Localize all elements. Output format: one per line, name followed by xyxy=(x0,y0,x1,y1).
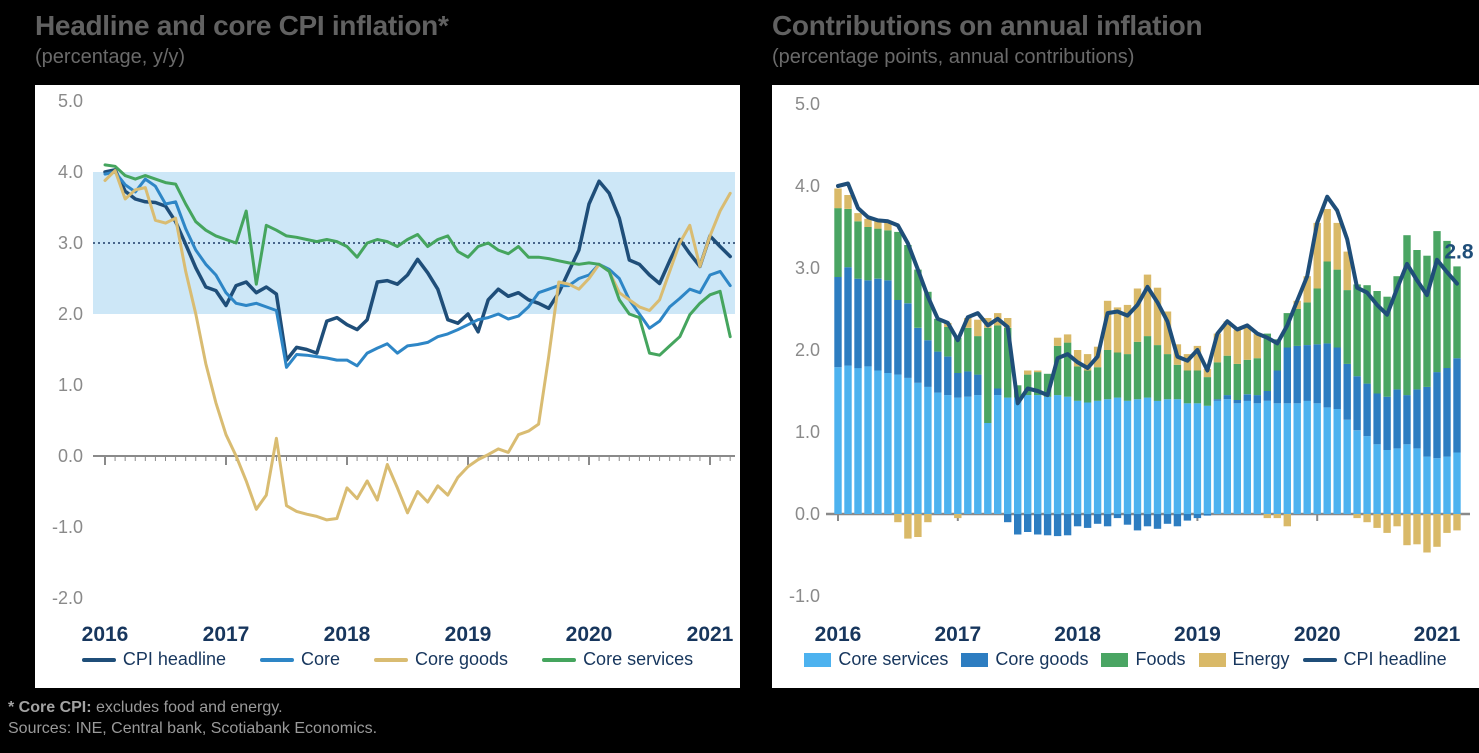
right-chart-panel: 2016 2017 2018 2019 2020 2021 5.0 4.0 3.0 2.0 1.0 0… xyxy=(772,85,1479,688)
right-chart-subtitle: (percentage points, annual contributions… xyxy=(772,46,1135,68)
left-chart-header: Headline and core CPI inflation* (percen… xyxy=(35,10,449,69)
svg-text:2017: 2017 xyxy=(934,623,981,646)
end-value-label: 2.8 xyxy=(1444,240,1474,263)
svg-text:2016: 2016 xyxy=(82,623,129,646)
legend-label: Core goods xyxy=(995,649,1089,669)
svg-text:2019: 2019 xyxy=(1174,623,1221,646)
svg-text:2016: 2016 xyxy=(815,623,862,646)
svg-text:1.0: 1.0 xyxy=(795,422,820,442)
legend-label: CPI headline xyxy=(122,649,226,669)
footnote-core-cpi: * Core CPI: excludes food and energy. xyxy=(8,699,283,716)
svg-text:-2.0: -2.0 xyxy=(52,588,83,608)
svg-text:3.0: 3.0 xyxy=(58,233,83,253)
bar-swatch xyxy=(1198,652,1226,667)
svg-text:0.0: 0.0 xyxy=(795,504,820,524)
legend-label: Core goods xyxy=(415,649,509,669)
legend-item-cpi-headline: CPI headline xyxy=(81,649,226,670)
line-swatch xyxy=(374,657,408,662)
legend-label: Core services xyxy=(838,649,949,669)
legend-label: Core services xyxy=(583,649,694,669)
left-chart-legend: CPI headline Core Core goods Core servic… xyxy=(35,649,740,670)
footnote-sources: Sources: INE, Central bank, Scotiabank E… xyxy=(8,720,378,737)
right-chart-title: Contributions on annual inflation xyxy=(772,10,1203,41)
legend-item-foods-bar: Foods xyxy=(1101,649,1186,670)
svg-text:2.0: 2.0 xyxy=(58,304,83,324)
svg-text:2021: 2021 xyxy=(1414,623,1461,646)
svg-text:5.0: 5.0 xyxy=(58,91,83,111)
right-chart-legend: Core services Core goods Foods Energy CP… xyxy=(772,649,1479,670)
svg-text:2017: 2017 xyxy=(203,623,250,646)
svg-text:2020: 2020 xyxy=(1294,623,1341,646)
legend-item-core-goods: Core goods xyxy=(374,649,508,670)
legend-item-cpi-headline-line: CPI headline xyxy=(1302,649,1447,670)
svg-text:4.0: 4.0 xyxy=(795,176,820,196)
bar-swatch xyxy=(961,652,989,667)
left-chart-subtitle: (percentage, y/y) xyxy=(35,46,186,68)
svg-text:2021: 2021 xyxy=(687,623,734,646)
svg-text:2019: 2019 xyxy=(445,623,492,646)
bar-swatch xyxy=(1101,652,1129,667)
footnotes: * Core CPI: excludes food and energy. So… xyxy=(8,697,377,739)
svg-text:5.0: 5.0 xyxy=(795,94,820,114)
svg-text:2020: 2020 xyxy=(566,623,613,646)
svg-text:4.0: 4.0 xyxy=(58,162,83,182)
legend-item-energy-bar: Energy xyxy=(1198,649,1290,670)
svg-text:2018: 2018 xyxy=(324,623,371,646)
right-chart-canvas: 2016 2017 2018 2019 2020 2021 5.0 4.0 3.0 2.0 1.0 0… xyxy=(789,94,1474,646)
legend-item-core-services: Core services xyxy=(542,649,693,670)
svg-text:-1.0: -1.0 xyxy=(789,586,820,606)
line-swatch xyxy=(1302,657,1337,662)
svg-text:-1.0: -1.0 xyxy=(52,517,83,537)
left-chart-title: Headline and core CPI inflation* xyxy=(35,10,449,41)
line-swatch xyxy=(81,657,116,662)
svg-text:2.0: 2.0 xyxy=(795,340,820,360)
legend-label: Energy xyxy=(1232,649,1290,669)
legend-item-core: Core xyxy=(259,649,340,670)
right-chart-header: Contributions on annual inflation (perce… xyxy=(772,10,1203,69)
legend-label: Foods xyxy=(1135,649,1186,669)
legend-label: Core xyxy=(300,649,340,669)
svg-text:0.0: 0.0 xyxy=(58,446,83,466)
left-chart-canvas: 2016 2017 2018 2019 2020 2021 5.0 4.0 3.0 2.0 1.0 0… xyxy=(52,91,735,646)
line-swatch xyxy=(259,657,294,662)
svg-text:2018: 2018 xyxy=(1054,623,1101,646)
legend-label: CPI headline xyxy=(1343,649,1447,669)
svg-text:3.0: 3.0 xyxy=(795,258,820,278)
legend-item-core-goods-bar: Core goods xyxy=(961,649,1088,670)
left-chart-panel: 2016 2017 2018 2019 2020 2021 5.0 4.0 3.0 2.0 1.0 0… xyxy=(35,85,740,688)
svg-text:1.0: 1.0 xyxy=(58,375,83,395)
bar-swatch xyxy=(804,652,832,667)
line-swatch xyxy=(542,657,577,662)
legend-item-core-services-bar: Core services xyxy=(804,649,948,670)
